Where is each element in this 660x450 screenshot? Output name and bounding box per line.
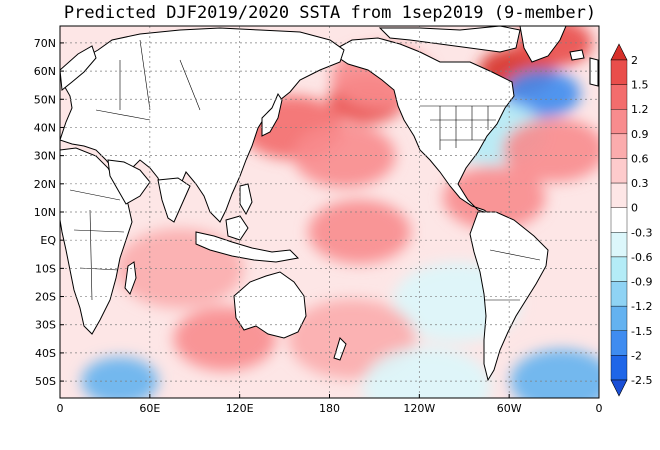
colorbar-tick-label: -1.2 [631, 300, 652, 313]
colorbar-bin [611, 158, 627, 183]
colorbar-ticks: 2 1.5 1.2 0.9 0.6 0.3 0 -0.3 -0.6 -0.9 -1.2 -1.5 -2 -… [631, 54, 652, 387]
colorbar-bin [611, 208, 627, 233]
colorbar-bin [611, 257, 627, 282]
anomaly-blob-4 [308, 200, 410, 264]
colorbar-bin [611, 331, 627, 356]
y-tick-label: 10S [35, 262, 56, 275]
y-tick-label: 30N [34, 150, 56, 163]
y-tick-label: 60N [34, 65, 56, 78]
y-tick-label: 20S [35, 291, 56, 304]
iceland [570, 50, 584, 60]
colorbar-max-extension [611, 44, 627, 60]
x-tick-label: 180 [319, 402, 340, 415]
colorbar-tick-label: -1.5 [631, 325, 652, 338]
y-tick-label: 20N [34, 178, 56, 191]
colorbar-bin [611, 85, 627, 110]
colorbar-tick-label: 0.6 [631, 152, 649, 165]
colorbar-tick-label: -2 [631, 349, 642, 362]
y-tick-label: 40S [35, 347, 56, 360]
y-tick-label: 40N [34, 121, 56, 134]
colorbar-bin [611, 183, 627, 208]
x-tick-label: 0 [57, 402, 64, 415]
y-tick-label: 10N [34, 206, 56, 219]
y-axis-ticks: 70N 60N 50N 40N 30N 20N 10N EQ 10S 20S 30S 40S 50S [34, 37, 64, 388]
colorbar-min-extension [611, 380, 627, 396]
x-tick-label: 120W [403, 402, 435, 415]
colorbar-bin [611, 109, 627, 134]
chart-title: Predicted DJF2019/2020 SSTA from 1sep201… [64, 3, 596, 23]
x-tick-label: 60W [497, 402, 522, 415]
colorbar-tick-label: 0.3 [631, 177, 649, 190]
colorbar-bin [611, 134, 627, 159]
y-tick-label: 30S [35, 319, 56, 332]
colorbar-tick-label: -0.3 [631, 226, 652, 239]
colorbar-tick-label: -0.9 [631, 276, 652, 289]
colorbar-bin [611, 282, 627, 307]
colorbar-tick-label: 0 [631, 202, 638, 215]
uk [590, 58, 598, 86]
colorbar-tick-label: -0.6 [631, 251, 652, 264]
x-tick-label: 120E [226, 402, 254, 415]
colorbar-tick-label: 1.5 [631, 79, 649, 92]
y-tick-label: 50S [35, 375, 56, 388]
colorbar [611, 44, 627, 396]
y-tick-label: EQ [40, 234, 56, 247]
chart-figure: Predicted DJF2019/2020 SSTA from 1sep201… [0, 0, 660, 450]
colorbar-tick-label: 2 [631, 54, 638, 67]
colorbar-bin [611, 306, 627, 331]
x-tick-label: 60E [139, 402, 160, 415]
colorbar-tick-label: 0.9 [631, 128, 649, 141]
colorbar-tick-label: -2.5 [631, 374, 652, 387]
colorbar-bin [611, 60, 627, 85]
y-tick-label: 70N [34, 37, 56, 50]
x-tick-label: 0 [596, 402, 603, 415]
colorbar-tick-label: 1.2 [631, 103, 649, 116]
y-tick-label: 50N [34, 93, 56, 106]
colorbar-bin [611, 232, 627, 257]
colorbar-bin [611, 355, 627, 380]
